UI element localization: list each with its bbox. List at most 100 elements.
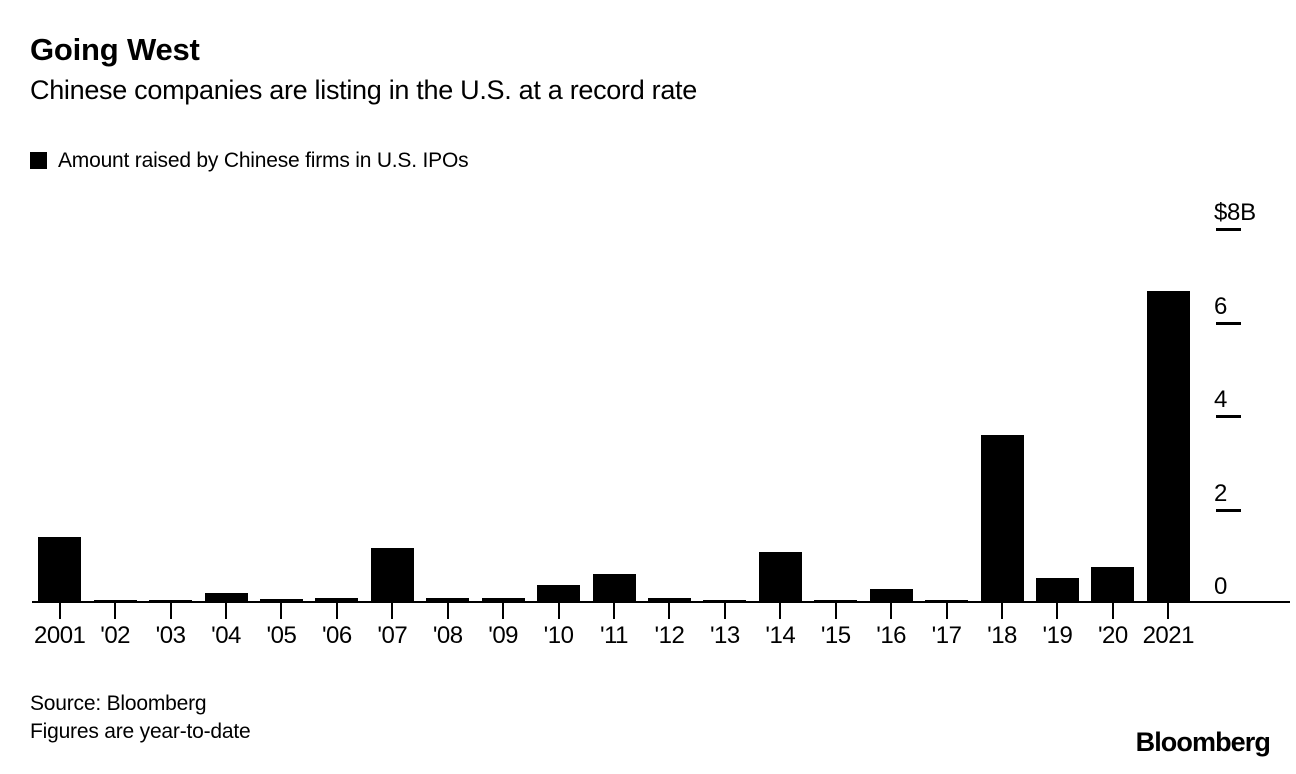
x-tick — [225, 603, 227, 619]
chart-subtitle: Chinese companies are listing in the U.S… — [30, 75, 697, 105]
y-axis-label: $8B — [1214, 199, 1256, 227]
bar-2001 — [38, 180, 82, 602]
bar-rect — [204, 592, 248, 602]
bar-08 — [426, 180, 470, 602]
x-axis-label: '08 — [432, 622, 463, 649]
source-note: Source: Bloomberg — [30, 692, 207, 715]
x-axis-label: '12 — [654, 622, 685, 649]
bar-09 — [481, 180, 525, 602]
figures-note: Figures are year-to-date — [30, 720, 251, 744]
x-axis-label: '09 — [488, 622, 519, 649]
x-tick — [834, 603, 837, 619]
legend-item-label: Amount raised by Chinese firms in U.S. I… — [58, 149, 469, 172]
bar-05 — [259, 180, 303, 602]
x-axis-label: 2001 — [34, 622, 86, 649]
bar-rect — [1035, 578, 1079, 602]
y-axis-label: 4 — [1214, 386, 1228, 414]
x-tick — [613, 603, 615, 619]
x-tick — [945, 603, 948, 619]
bar-rect — [814, 600, 858, 602]
x-tick — [1056, 603, 1059, 619]
bar-rect — [925, 600, 969, 602]
bar-13 — [703, 180, 747, 602]
x-tick — [1111, 603, 1114, 619]
bar-07 — [370, 180, 414, 602]
x-axis-label: '17 — [931, 622, 962, 649]
y-tick — [1216, 415, 1241, 419]
bar-rect — [481, 597, 525, 602]
x-tick — [280, 603, 283, 619]
bar-11 — [592, 180, 636, 602]
bar-15 — [814, 180, 858, 602]
bar-16 — [869, 180, 913, 602]
x-axis-line — [32, 601, 1290, 603]
bar-03 — [149, 180, 193, 602]
x-axis-label: '20 — [1097, 622, 1128, 649]
x-tick — [723, 603, 726, 619]
x-axis-label: '07 — [377, 622, 408, 649]
chart-legend: Amount raised by Chinese firms in U.S. I… — [30, 149, 469, 172]
x-tick — [779, 603, 782, 619]
bar-02 — [93, 180, 137, 602]
x-tick — [114, 603, 117, 619]
x-axis-label: '06 — [321, 622, 352, 649]
x-axis-label: 2021 — [1142, 622, 1195, 649]
bar-series — [32, 180, 1196, 602]
bar-04 — [204, 180, 248, 602]
x-axis-label: '02 — [100, 622, 131, 649]
x-axis-label: '05 — [266, 622, 297, 649]
x-axis-label: '11 — [600, 622, 629, 649]
x-tick — [1167, 603, 1170, 619]
bar-rect — [315, 597, 359, 602]
bar-rect — [149, 600, 193, 602]
bar-rect — [537, 584, 581, 602]
x-axis-label: '19 — [1042, 622, 1073, 649]
x-tick — [169, 603, 172, 619]
bar-rect — [647, 597, 691, 602]
x-axis-label: '18 — [987, 622, 1017, 649]
bar-rect — [38, 536, 82, 602]
x-tick — [502, 603, 505, 619]
y-axis-label: 6 — [1214, 292, 1228, 320]
chart-footer: Source: Bloomberg Figures are year-to-da… — [30, 690, 251, 747]
x-tick — [391, 603, 394, 619]
legend-swatch-icon — [30, 152, 47, 169]
x-axis-label: '16 — [876, 622, 907, 649]
bar-rect — [259, 598, 303, 602]
bar-12 — [647, 180, 691, 602]
y-tick — [1216, 321, 1241, 325]
bar-19 — [1035, 180, 1079, 602]
bar-2021 — [1146, 180, 1190, 602]
x-tick — [1001, 603, 1003, 619]
bloomberg-logo: Bloomberg — [1135, 727, 1271, 757]
x-axis-label: '04 — [211, 622, 241, 649]
bar-10 — [537, 180, 581, 602]
bar-rect — [980, 434, 1024, 602]
bar-20 — [1091, 180, 1135, 602]
bar-rect — [93, 600, 137, 602]
y-axis-label: 2 — [1214, 479, 1228, 507]
page-title: Going West — [30, 32, 200, 67]
x-axis-label: '03 — [155, 622, 186, 649]
bar-rect — [758, 552, 802, 602]
bar-rect — [370, 547, 414, 602]
y-axis-label: 0 — [1214, 573, 1228, 600]
bar-18 — [980, 180, 1024, 602]
x-axis-label: '13 — [709, 622, 740, 649]
x-tick — [557, 603, 560, 619]
x-tick — [446, 603, 449, 619]
bar-06 — [315, 180, 359, 602]
bar-rect — [592, 573, 636, 602]
x-tick — [890, 603, 893, 619]
x-tick — [58, 603, 61, 619]
x-axis-label: '10 — [543, 622, 574, 649]
x-axis-label: '14 — [765, 622, 796, 649]
bar-rect — [426, 597, 470, 602]
y-tick — [1216, 228, 1241, 232]
y-tick — [1216, 508, 1241, 512]
x-axis-label: '15 — [820, 622, 851, 649]
x-tick — [668, 603, 671, 619]
bar-rect — [1091, 566, 1135, 602]
